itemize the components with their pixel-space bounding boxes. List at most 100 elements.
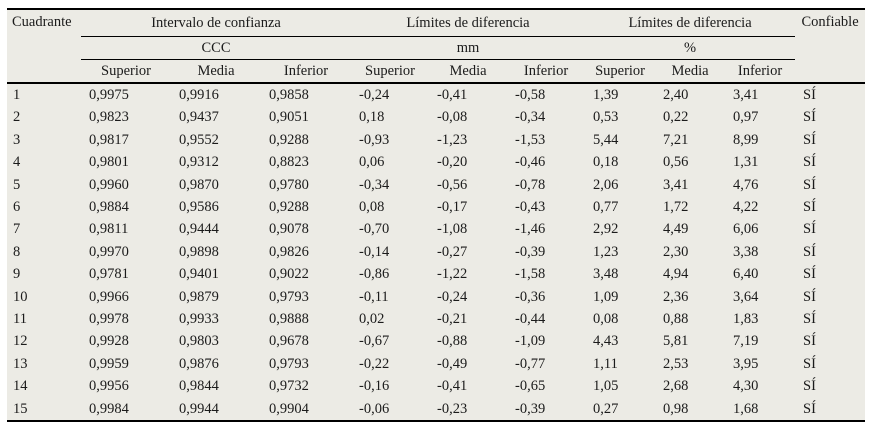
reliable-cell: SÍ — [803, 176, 816, 193]
value-cell: 1,31 — [733, 154, 759, 171]
group-header-difference-limits-mm: Límites de diferencia — [351, 9, 586, 37]
value-cell: 0,53 — [593, 109, 619, 126]
unit-header-ccc: CCC — [81, 36, 352, 60]
value-cell: -0,58 — [515, 87, 546, 103]
table-row: 13 0,9959 0,9876 0,9793 -0,22 -0,49 -0,77 1,11 2… — [7, 353, 865, 375]
value-cell: 0,9288 — [269, 131, 309, 148]
value-cell: 7,19 — [733, 333, 759, 350]
value-cell: 4,43 — [593, 333, 619, 350]
value-cell: -0,39 — [515, 243, 546, 260]
value-cell: -0,41 — [437, 378, 468, 395]
value-cell: -0,27 — [437, 243, 468, 260]
quadrant-cell: 13 — [13, 355, 28, 372]
value-cell: 0,9823 — [89, 109, 129, 126]
value-cell: 2,40 — [663, 87, 689, 103]
value-cell: 0,9858 — [269, 87, 309, 103]
quadrant-cell: 6 — [13, 199, 21, 216]
value-cell: 1,68 — [733, 400, 759, 417]
value-cell: 0,77 — [593, 199, 619, 216]
value-cell: -0,70 — [359, 221, 390, 238]
value-cell: 3,41 — [663, 176, 689, 193]
reliable-cell: SÍ — [803, 243, 816, 260]
quadrant-cell: 5 — [13, 176, 21, 193]
value-cell: 0,9879 — [179, 288, 219, 305]
reliable-cell: SÍ — [803, 154, 816, 171]
table-row: 6 0,9884 0,9586 0,9288 0,08 -0,17 -0,43 0,77 1,7… — [7, 196, 865, 218]
value-cell: -1,53 — [515, 131, 546, 148]
value-cell: 0,9959 — [89, 355, 129, 372]
value-cell: 4,49 — [663, 221, 689, 238]
value-cell: 0,9916 — [179, 87, 219, 103]
value-cell: 0,02 — [359, 311, 385, 328]
value-cell: 0,9793 — [269, 355, 309, 372]
reliable-cell: SÍ — [803, 266, 816, 283]
value-cell: 0,9876 — [179, 355, 219, 372]
value-cell: 1,05 — [593, 378, 619, 395]
value-cell: -0,22 — [359, 355, 390, 372]
value-cell: -0,06 — [359, 400, 390, 417]
column-header-reliable: Confiable — [795, 9, 866, 84]
value-cell: 0,9444 — [179, 221, 219, 238]
value-cell: 0,97 — [733, 109, 759, 126]
value-cell: -0,65 — [515, 378, 546, 395]
quadrant-cell: 8 — [13, 243, 21, 260]
value-cell: 6,40 — [733, 266, 759, 283]
reliable-cell: SÍ — [803, 378, 816, 395]
table-body: 1 0,9975 0,9916 0,9858 -0,24 -0,41 -0,58 1,39 2,… — [7, 83, 865, 421]
table-row: 15 0,9984 0,9944 0,9904 -0,06 -0,23 -0,39 0,27 0… — [7, 398, 865, 421]
table-row: 7 0,9811 0,9444 0,9078 -0,70 -1,08 -1,46 2,92 4,… — [7, 218, 865, 240]
value-cell: -0,56 — [437, 176, 468, 193]
value-cell: 0,88 — [663, 311, 689, 328]
quadrant-cell: 10 — [13, 288, 28, 305]
quadrant-cell: 1 — [13, 87, 21, 103]
value-cell: 0,9437 — [179, 109, 219, 126]
value-cell: 3,95 — [733, 355, 759, 372]
group-header-difference-limits-pct: Límites de diferencia — [585, 9, 796, 37]
reliable-cell: SÍ — [803, 288, 816, 305]
value-cell: 1,72 — [663, 199, 689, 216]
reliable-cell: SÍ — [803, 199, 816, 216]
value-cell: 0,9898 — [179, 243, 219, 260]
value-cell: 3,41 — [733, 87, 759, 103]
column-header-quadrant: Cuadrante — [7, 9, 81, 84]
value-cell: 0,22 — [663, 109, 689, 126]
value-cell: -0,11 — [359, 288, 389, 305]
value-cell: 0,9817 — [89, 131, 129, 148]
quadrant-cell: 12 — [13, 333, 28, 350]
value-cell: -0,43 — [515, 199, 546, 216]
table-row: 12 0,9928 0,9803 0,9678 -0,67 -0,88 -1,09 4,43 5… — [7, 330, 865, 352]
value-cell: 0,9956 — [89, 378, 129, 395]
value-cell: 0,18 — [593, 154, 619, 171]
group-header-confidence-interval: Intervalo de confianza — [81, 9, 352, 37]
value-cell: -0,46 — [515, 154, 546, 171]
value-cell: 0,9966 — [89, 288, 129, 305]
value-cell: 2,30 — [663, 243, 689, 260]
value-cell: -0,34 — [515, 109, 546, 126]
value-cell: 0,9933 — [179, 311, 219, 328]
value-cell: 0,08 — [359, 199, 385, 216]
value-cell: 0,27 — [593, 400, 619, 417]
quadrant-cell: 7 — [13, 221, 21, 238]
value-cell: -1,58 — [515, 266, 546, 283]
value-cell: 0,9870 — [179, 176, 219, 193]
value-cell: 2,68 — [663, 378, 689, 395]
value-cell: -1,09 — [515, 333, 546, 350]
value-cell: 0,9928 — [89, 333, 129, 350]
value-cell: 0,9793 — [269, 288, 309, 305]
value-cell: 0,9826 — [269, 243, 309, 260]
reliable-cell: SÍ — [803, 87, 816, 103]
header-group-row: Cuadrante Intervalo de confianza Límites… — [7, 9, 866, 84]
value-cell: 0,9811 — [89, 221, 129, 238]
table-row: 3 0,9817 0,9552 0,9288 -0,93 -1,23 -1,53 5,44 7,… — [7, 129, 865, 151]
reliable-cell: SÍ — [803, 311, 816, 328]
value-cell: -1,22 — [437, 266, 468, 283]
subheader-inferior: Inferior — [507, 59, 586, 84]
quadrant-cell: 14 — [13, 378, 28, 395]
subheader-inferior: Inferior — [261, 59, 352, 84]
value-cell: 2,06 — [593, 176, 619, 193]
table-row: 5 0,9960 0,9870 0,9780 -0,34 -0,56 -0,78 2,06 3,… — [7, 174, 865, 196]
quadrant-cell: 9 — [13, 266, 21, 283]
value-cell: -0,49 — [437, 355, 468, 372]
unit-header-mm: mm — [351, 36, 586, 60]
value-cell: -1,46 — [515, 221, 546, 238]
